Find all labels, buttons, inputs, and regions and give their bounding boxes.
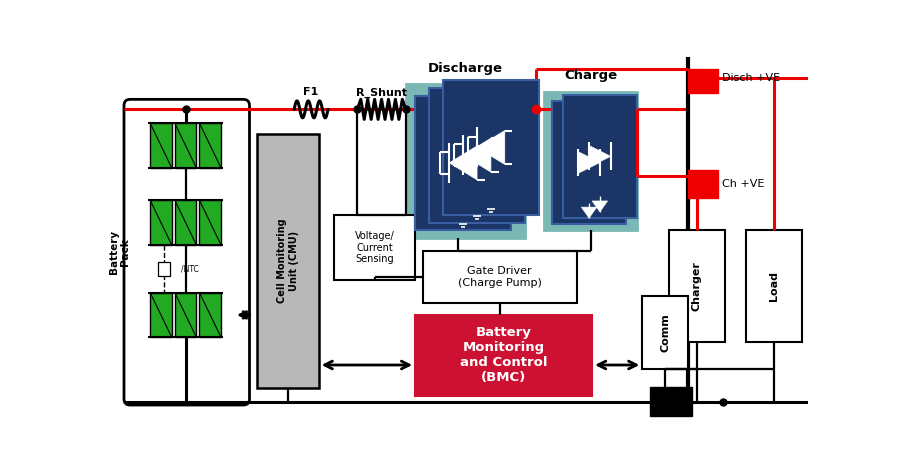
Bar bbox=[257, 134, 319, 388]
Bar bbox=[443, 80, 539, 215]
Bar bbox=[415, 315, 592, 396]
Bar bbox=[688, 170, 717, 198]
Bar bbox=[650, 387, 692, 416]
Bar bbox=[406, 84, 526, 238]
Text: Battery
Monitoring
and Control
(BMC): Battery Monitoring and Control (BMC) bbox=[460, 326, 547, 384]
Text: Gate Driver
(Charge Pump): Gate Driver (Charge Pump) bbox=[458, 266, 542, 288]
Text: Battery
Pack: Battery Pack bbox=[109, 230, 130, 274]
Polygon shape bbox=[464, 138, 490, 172]
Text: Discharge: Discharge bbox=[428, 62, 503, 75]
Polygon shape bbox=[592, 201, 608, 212]
Bar bbox=[415, 95, 511, 230]
Bar bbox=[150, 293, 172, 337]
Bar bbox=[643, 296, 689, 369]
Text: F1: F1 bbox=[303, 87, 319, 97]
Text: Ch +VE: Ch +VE bbox=[723, 179, 765, 189]
Text: Disch +VE: Disch +VE bbox=[723, 73, 780, 83]
Bar bbox=[175, 293, 196, 337]
Bar bbox=[150, 200, 172, 245]
Bar bbox=[429, 88, 526, 223]
Bar bbox=[200, 293, 221, 337]
Bar bbox=[544, 92, 637, 230]
Polygon shape bbox=[579, 152, 599, 173]
Text: Charger: Charger bbox=[692, 261, 702, 311]
Text: Charge: Charge bbox=[564, 69, 617, 82]
Bar bbox=[746, 230, 802, 342]
Bar bbox=[200, 123, 221, 168]
Bar bbox=[669, 230, 725, 342]
Text: Comm: Comm bbox=[661, 313, 670, 352]
Polygon shape bbox=[590, 145, 610, 167]
Bar bbox=[175, 200, 196, 245]
Polygon shape bbox=[449, 146, 477, 180]
Bar bbox=[158, 262, 170, 276]
Text: Cell Monitoring
Unit (CMU): Cell Monitoring Unit (CMU) bbox=[277, 218, 299, 304]
Bar bbox=[200, 200, 221, 245]
Bar bbox=[150, 123, 172, 168]
Text: R_Shunt: R_Shunt bbox=[356, 87, 407, 97]
Bar bbox=[175, 123, 196, 168]
Bar bbox=[552, 101, 626, 224]
Bar bbox=[334, 215, 415, 280]
Bar bbox=[423, 251, 577, 304]
Text: Load: Load bbox=[769, 271, 778, 301]
Text: Voltage/
Current
Sensing: Voltage/ Current Sensing bbox=[355, 231, 394, 264]
Bar bbox=[562, 95, 637, 218]
Polygon shape bbox=[581, 207, 597, 218]
Bar bbox=[688, 68, 717, 93]
Text: /NTC: /NTC bbox=[181, 264, 199, 273]
FancyBboxPatch shape bbox=[124, 99, 249, 405]
Polygon shape bbox=[477, 131, 505, 164]
